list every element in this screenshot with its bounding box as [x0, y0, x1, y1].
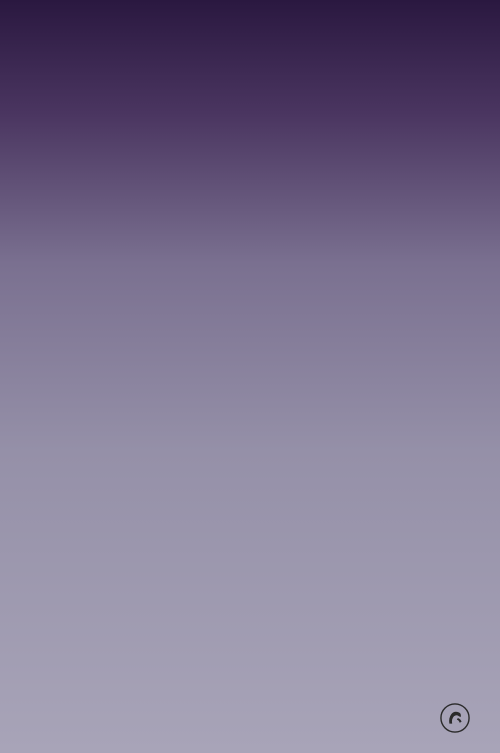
publisher-block [440, 703, 478, 733]
title-box [30, 262, 410, 270]
book-cover [0, 0, 500, 753]
springer-horse-icon [440, 703, 470, 733]
staircase-graphic [220, 140, 500, 753]
